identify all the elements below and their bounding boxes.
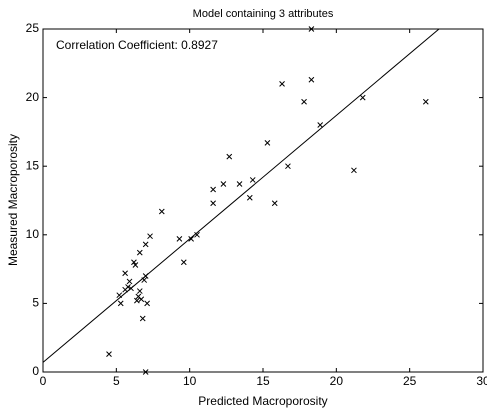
point (116, 292, 123, 299)
point (139, 315, 146, 322)
point (136, 249, 143, 256)
x-tick-label: 0 (40, 374, 47, 388)
point (117, 300, 124, 307)
annotation: Correlation Coefficient: 0.8927 (56, 38, 218, 52)
point (301, 98, 307, 105)
x-tick-label: 30 (476, 374, 487, 388)
point (128, 285, 134, 292)
point (142, 241, 149, 248)
point (279, 81, 285, 87)
point (188, 236, 194, 242)
point (180, 259, 187, 266)
point (422, 98, 429, 105)
x-tick-label: 25 (403, 374, 417, 388)
point (210, 186, 216, 193)
point (351, 167, 357, 174)
point (147, 233, 153, 240)
point (317, 122, 324, 128)
y-axis-label: Measured Macroporosity (6, 134, 20, 266)
x-tick-label: 20 (330, 374, 344, 388)
point (144, 300, 150, 307)
point (141, 277, 148, 283)
point (246, 194, 253, 201)
point (210, 200, 216, 207)
point (226, 153, 233, 160)
y-tick-label: 15 (26, 158, 40, 172)
point (126, 278, 133, 285)
point (236, 181, 243, 187)
y-tick-label: 10 (26, 227, 40, 241)
plot-frame (42, 28, 484, 373)
point (136, 288, 143, 294)
point (194, 231, 200, 238)
point (132, 262, 139, 268)
point (285, 163, 291, 170)
point (264, 140, 271, 146)
point (308, 26, 315, 32)
point (142, 369, 149, 375)
point (125, 284, 131, 290)
y-tick-label: 0 (32, 364, 39, 378)
point (134, 297, 140, 304)
y-tick-label: 25 (26, 21, 40, 35)
point (158, 208, 165, 215)
point (176, 236, 183, 242)
fit-line (42, 28, 440, 363)
y-tick-label: 20 (26, 90, 40, 104)
x-axis-label: Predicted Macroporosity (198, 394, 327, 408)
point (122, 270, 128, 277)
x-tick-label: 10 (183, 374, 197, 388)
point (308, 76, 315, 83)
x-tick-label: 5 (113, 374, 120, 388)
y-tick-label: 5 (32, 296, 39, 310)
point (138, 296, 145, 303)
point (359, 94, 366, 101)
point (106, 351, 112, 358)
point (249, 177, 256, 183)
chart-title: Model containing 3 attributes (193, 8, 334, 20)
x-tick-label: 15 (256, 374, 270, 388)
point (271, 200, 278, 207)
point (142, 273, 149, 279)
point (131, 259, 137, 266)
point (220, 181, 227, 187)
